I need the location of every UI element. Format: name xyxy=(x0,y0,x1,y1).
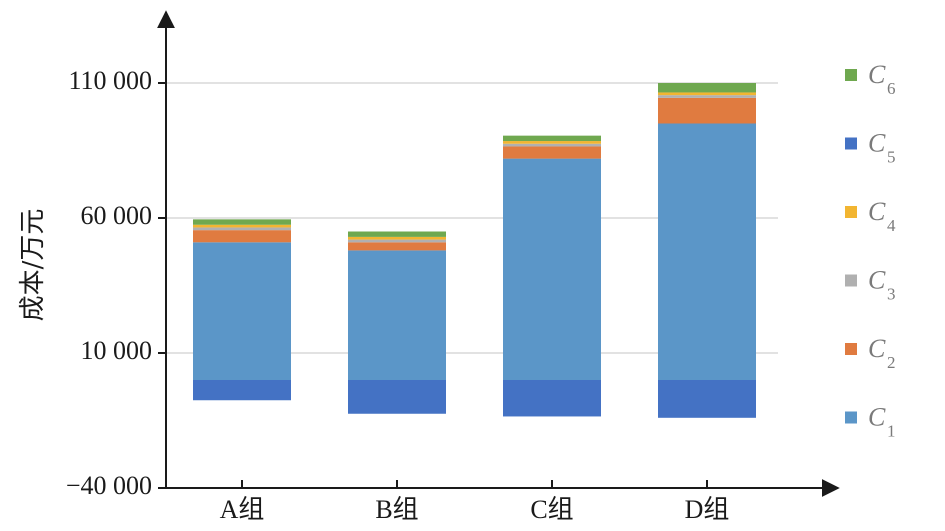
bar-segment xyxy=(193,224,291,228)
bar-segment xyxy=(658,380,756,418)
legend-label-subscript: 2 xyxy=(887,353,896,372)
legend-label: C xyxy=(868,197,886,226)
y-tick-labels: −40 000 10 000 60 000 110 000 xyxy=(66,66,152,500)
legend-swatch xyxy=(845,206,857,218)
legend-label: C xyxy=(868,128,886,157)
legend-swatch xyxy=(845,69,857,81)
axes xyxy=(157,10,840,497)
legend-label: C xyxy=(868,402,886,431)
legend-label-subscript: 6 xyxy=(887,79,896,98)
legend-label-subscript: 4 xyxy=(887,216,896,235)
bar-segment xyxy=(193,380,291,401)
legend-label-subscript: 3 xyxy=(887,284,896,303)
bars xyxy=(193,83,756,418)
bar-segment xyxy=(658,97,756,124)
legend-label-subscript: 5 xyxy=(887,147,896,166)
bar-segment xyxy=(193,242,291,380)
legend-swatch xyxy=(845,274,857,287)
y-tick-label: 10 000 xyxy=(81,336,153,365)
bar-segment xyxy=(503,143,601,147)
x-tick-labels: A组 B组 C组 D组 xyxy=(220,495,730,524)
bar-segment xyxy=(658,83,756,93)
legend-label: C xyxy=(868,60,886,89)
legend-swatch xyxy=(845,411,857,424)
bar-segment xyxy=(193,230,291,243)
legend-swatch xyxy=(845,343,857,355)
bar-segment xyxy=(658,123,756,380)
legend: C 6C 5C 4C 3C 2C 1 xyxy=(845,60,896,440)
x-tick-label: C组 xyxy=(530,495,573,524)
y-tick-label: 110 000 xyxy=(68,66,152,95)
bar-segment xyxy=(348,236,446,240)
bar-segment xyxy=(193,219,291,225)
legend-label-subscript: 1 xyxy=(887,421,896,440)
bar-segment xyxy=(193,227,291,231)
legend-swatch xyxy=(845,137,857,150)
legend-label: C xyxy=(868,334,886,363)
bar-segment xyxy=(503,158,601,380)
y-axis-label: 成本/万元 xyxy=(18,209,48,322)
x-tick-label: A组 xyxy=(220,495,265,524)
bar-segment xyxy=(348,250,446,380)
y-tick-label: −40 000 xyxy=(66,471,152,500)
x-tick-label: D组 xyxy=(685,495,730,524)
bar-segment xyxy=(348,231,446,237)
bar-segment xyxy=(503,380,601,417)
bar-segment xyxy=(503,135,601,142)
bar-segment xyxy=(348,239,446,243)
y-tick-label: 60 000 xyxy=(81,201,153,230)
bar-segment xyxy=(658,95,756,98)
bar-segment xyxy=(348,380,446,414)
bar-segment xyxy=(503,146,601,159)
x-tick-label: B组 xyxy=(375,495,418,524)
bar-segment xyxy=(503,141,601,144)
bar-segment xyxy=(658,92,756,96)
legend-label: C xyxy=(868,265,886,294)
bar-segment xyxy=(348,242,446,251)
